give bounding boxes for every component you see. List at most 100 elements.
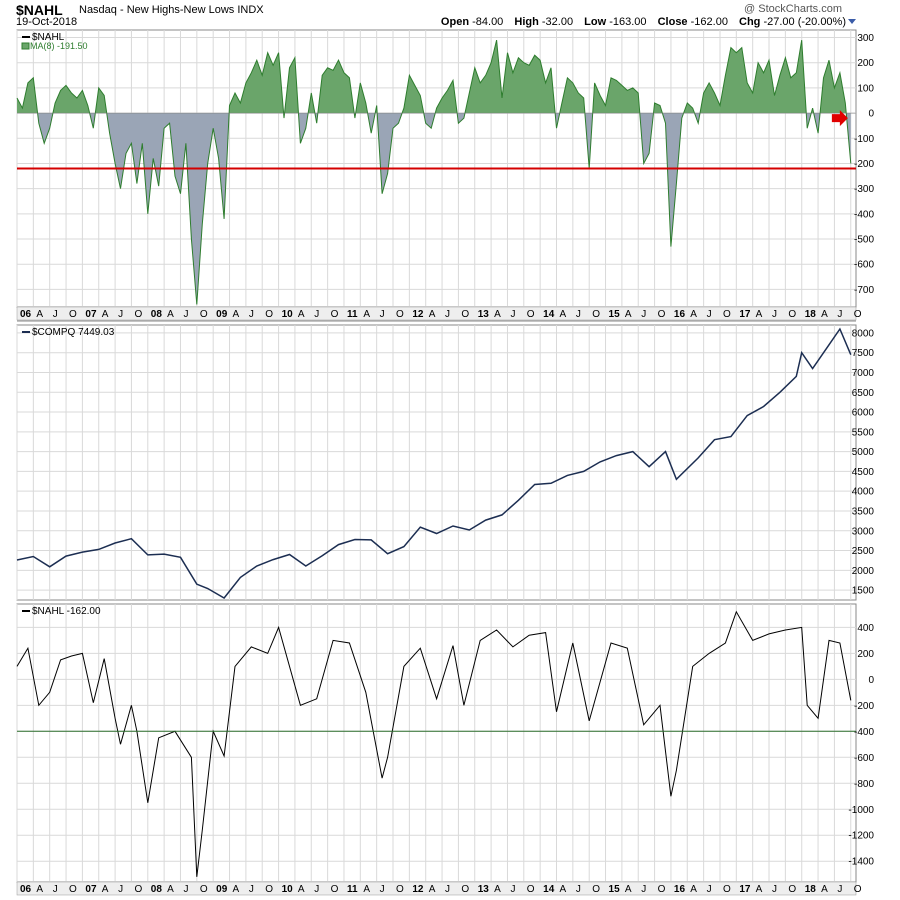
x-tick-label: J xyxy=(510,309,515,320)
high-value: -32.00 xyxy=(541,16,574,28)
x-axis-strip xyxy=(16,306,857,321)
legend-label-ma: MA(8) -191.50 xyxy=(30,41,88,51)
x-tick-label: O xyxy=(200,309,208,320)
ma-line xyxy=(16,39,852,305)
x-tick-label: O xyxy=(592,309,600,320)
x-tick-label: J xyxy=(772,309,777,320)
legend xyxy=(21,36,30,50)
x-tick-label: O xyxy=(788,884,796,895)
x-tick-label: A xyxy=(233,884,240,895)
y-tick-label: -300 xyxy=(854,184,874,195)
y-tick-label: 300 xyxy=(857,33,874,44)
x-tick-label: O xyxy=(723,309,731,320)
panel-frame xyxy=(16,324,857,601)
y-tick-label: 3000 xyxy=(852,526,875,537)
y-tick-label: -200 xyxy=(854,701,874,712)
y-tick-label: -600 xyxy=(854,260,874,271)
x-tick-label: J xyxy=(53,884,58,895)
x-tick-label: A xyxy=(494,309,501,320)
y-tick-label: 2000 xyxy=(852,566,875,577)
positive-area xyxy=(17,40,847,114)
x-tick-label: 08 xyxy=(151,884,163,895)
x-tick-label: O xyxy=(331,309,339,320)
y-tick-label: 0 xyxy=(868,675,874,686)
x-tick-label: A xyxy=(429,884,436,895)
x-axis-strip xyxy=(16,881,857,896)
low-value: -163.00 xyxy=(609,16,647,28)
chg-label: Chg xyxy=(739,16,761,28)
x-tick-label: 17 xyxy=(739,884,751,895)
y-tick-label: 7500 xyxy=(852,348,875,359)
chg-value: -27.00 (-20.00%) xyxy=(763,16,846,28)
x-tick-label: J xyxy=(118,309,123,320)
x-tick-label: A xyxy=(102,309,109,320)
x-tick-label: J xyxy=(510,884,515,895)
y-tick-label: -100 xyxy=(854,134,874,145)
y-tick-label: 400 xyxy=(857,623,874,634)
x-tick-label: A xyxy=(625,884,632,895)
x-tick-label: O xyxy=(658,309,666,320)
x-tick-label: O xyxy=(854,309,862,320)
quote-summary: Open -84.00 High -32.00 Low -163.00 Clos… xyxy=(441,16,846,28)
x-tick-label: A xyxy=(821,309,828,320)
panel-frame xyxy=(16,603,857,883)
x-tick-label: J xyxy=(249,884,254,895)
x-tick-label: 11 xyxy=(347,884,358,895)
panel-3 xyxy=(16,603,857,883)
x-tick-label: 10 xyxy=(282,309,294,320)
open-value: -84.00 xyxy=(472,16,504,28)
negative-area xyxy=(17,113,851,305)
x-tick-label: O xyxy=(461,309,469,320)
y-tick-label: -400 xyxy=(854,727,874,738)
x-tick-label: 06 xyxy=(20,309,32,320)
compq-line xyxy=(16,327,852,599)
x-tick-label: A xyxy=(756,884,763,895)
y-tick-label: -500 xyxy=(854,235,874,246)
x-tick-label: 15 xyxy=(609,309,621,320)
legend-swatch-ma xyxy=(21,42,30,50)
x-tick-label: O xyxy=(527,309,535,320)
y-tick-label: -1000 xyxy=(848,805,874,816)
x-tick-label: 14 xyxy=(543,309,555,320)
x-tick-label: A xyxy=(298,309,305,320)
x-tick-label: O xyxy=(461,884,469,895)
x-tick-label: O xyxy=(854,884,862,895)
x-tick-label: A xyxy=(233,309,240,320)
y-tick-label: 3500 xyxy=(852,506,875,517)
x-tick-label: 07 xyxy=(85,309,97,320)
x-tick-label: 15 xyxy=(609,884,621,895)
x-tick-label: A xyxy=(690,884,697,895)
close-label: Close xyxy=(657,16,688,28)
y-tick-label: 7000 xyxy=(852,368,875,379)
y-tick-label: -700 xyxy=(854,285,874,296)
stockcharts-credit[interactable]: @ StockCharts.com xyxy=(744,3,842,15)
x-tick-label: J xyxy=(837,884,842,895)
x-tick-label: A xyxy=(821,884,828,895)
x-tick-label: J xyxy=(445,884,450,895)
x-tick-label: 08 xyxy=(151,309,163,320)
y-tick-label: 4500 xyxy=(852,467,875,478)
x-tick-label: J xyxy=(707,884,712,895)
x-axis xyxy=(16,306,857,321)
x-tick-label: A xyxy=(756,309,763,320)
low-label: Low xyxy=(584,16,607,28)
x-tick-label: J xyxy=(641,884,646,895)
x-tick-label: 07 xyxy=(85,884,97,895)
y-tick-label: 1500 xyxy=(852,586,875,597)
x-tick-label: 13 xyxy=(478,309,490,320)
y-tick-label: 6500 xyxy=(852,388,875,399)
x-tick-label: 13 xyxy=(478,884,490,895)
y-tick-label: 2500 xyxy=(852,546,875,557)
x-tick-label: O xyxy=(658,884,666,895)
x-tick-label: 18 xyxy=(805,309,817,320)
x-tick-label: A xyxy=(363,309,370,320)
y-tick-label: 5500 xyxy=(852,427,875,438)
chart-name: Nasdaq - New Highs-New Lows INDX xyxy=(79,4,264,16)
panel-1 xyxy=(16,29,857,308)
x-tick-label: O xyxy=(331,884,339,895)
chevron-down-icon[interactable] xyxy=(848,19,856,24)
y-tick-label: 200 xyxy=(857,58,874,69)
x-tick-label: J xyxy=(576,309,581,320)
x-tick-label: A xyxy=(559,884,566,895)
